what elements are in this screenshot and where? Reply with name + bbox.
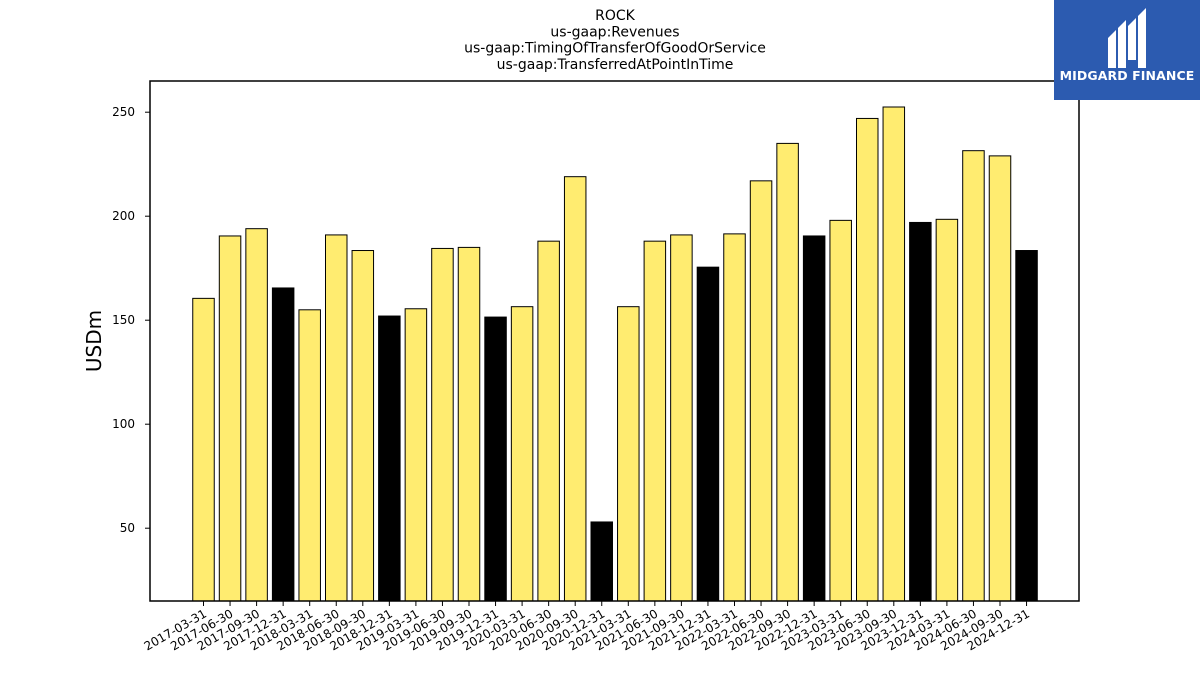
bar-2024-12-31: [1015, 250, 1038, 602]
bar-2024-09-30: [988, 155, 1012, 602]
bar-2024-06-30: [962, 150, 985, 602]
bar-2021-03-31: [617, 306, 640, 602]
bar-2021-12-31: [696, 266, 720, 602]
bar-2017-03-31: [192, 297, 215, 602]
y-tick-label: 150: [112, 313, 135, 327]
bar-series: [192, 106, 1038, 602]
midgard-logo-icon: [1108, 8, 1146, 68]
bar-2017-09-30: [245, 228, 268, 602]
bar-2023-06-30: [856, 117, 879, 602]
bar-2018-06-30: [325, 234, 348, 602]
bar-2022-03-31: [723, 233, 746, 602]
bar-2022-06-30: [749, 180, 773, 602]
bar-2019-12-31: [484, 316, 507, 602]
bar-2017-12-31: [271, 287, 295, 602]
bar-2021-06-30: [643, 240, 667, 602]
bar-2023-09-30: [882, 106, 906, 602]
x-axis: 2017-03-312017-06-302017-09-302017-12-31…: [142, 601, 1032, 653]
bar-2024-03-31: [935, 218, 959, 602]
bar-2020-09-30: [563, 176, 587, 602]
y-axis-label: USDm: [82, 310, 106, 372]
brand-name: MIDGARD FINANCE: [1059, 68, 1195, 83]
bar-2017-06-30: [218, 235, 242, 602]
bar-2018-12-31: [378, 315, 401, 602]
bar-2019-09-30: [457, 246, 481, 602]
bar-2019-03-31: [404, 308, 428, 602]
y-tick-label: 250: [112, 105, 135, 119]
bar-2022-12-31: [802, 235, 826, 602]
chart-title-line: us-gaap:TransferredAtPointInTime: [497, 57, 734, 73]
bar-2020-03-31: [510, 306, 534, 602]
plot-frame: [149, 80, 1080, 602]
y-tick-label: 200: [112, 209, 135, 223]
chart-title-line: ROCK: [595, 8, 636, 24]
bar-2023-12-31: [909, 221, 932, 602]
chart-title-line: us-gaap:TimingOfTransferOfGoodOrService: [464, 41, 766, 57]
bar-2018-09-30: [351, 250, 375, 602]
chart-title-line: us-gaap:Revenues: [550, 24, 679, 40]
brand-logo: MIDGARD FINANCE: [1054, 0, 1200, 100]
bar-2020-12-31: [590, 521, 613, 602]
bar-2022-09-30: [776, 142, 799, 602]
bar-2020-06-30: [537, 240, 560, 602]
chart-title: ROCKus-gaap:Revenuesus-gaap:TimingOfTran…: [464, 8, 766, 73]
bar-2018-03-31: [298, 309, 321, 602]
bar-2021-09-30: [670, 234, 693, 602]
y-tick-label: 100: [112, 417, 135, 431]
y-tick-label: 50: [120, 521, 135, 535]
bar-2023-03-31: [829, 219, 852, 602]
bar-2019-06-30: [431, 247, 454, 602]
y-axis: 50 100 150 200 250: [112, 105, 150, 535]
